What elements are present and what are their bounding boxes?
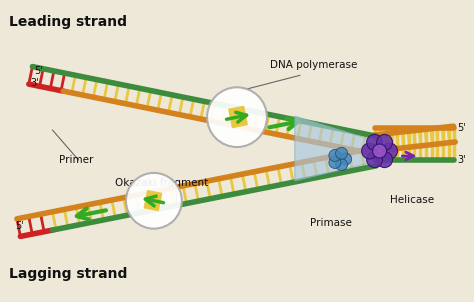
Circle shape [329,149,341,162]
Circle shape [336,147,347,159]
Circle shape [336,159,347,171]
Text: Okazaki fragment: Okazaki fragment [115,178,209,188]
Circle shape [362,143,378,159]
Circle shape [366,152,383,168]
Circle shape [376,152,392,168]
Text: Helicase: Helicase [390,195,434,205]
Circle shape [126,173,182,229]
Text: DNA polymerase: DNA polymerase [270,60,357,70]
Circle shape [382,143,398,159]
Text: 3': 3' [31,78,39,88]
Circle shape [340,153,352,165]
Polygon shape [295,116,370,181]
Circle shape [376,134,392,150]
Text: Lagging strand: Lagging strand [9,268,127,281]
Circle shape [207,87,267,147]
Text: Primer: Primer [58,155,93,165]
Text: Primase: Primase [310,218,352,228]
Circle shape [373,144,387,158]
Text: Leading strand: Leading strand [9,14,127,29]
Text: 5': 5' [15,221,23,231]
Circle shape [329,156,341,169]
Text: 5': 5' [35,66,43,76]
Text: 3': 3' [457,155,466,165]
Circle shape [366,134,383,150]
Text: 5': 5' [457,123,466,133]
